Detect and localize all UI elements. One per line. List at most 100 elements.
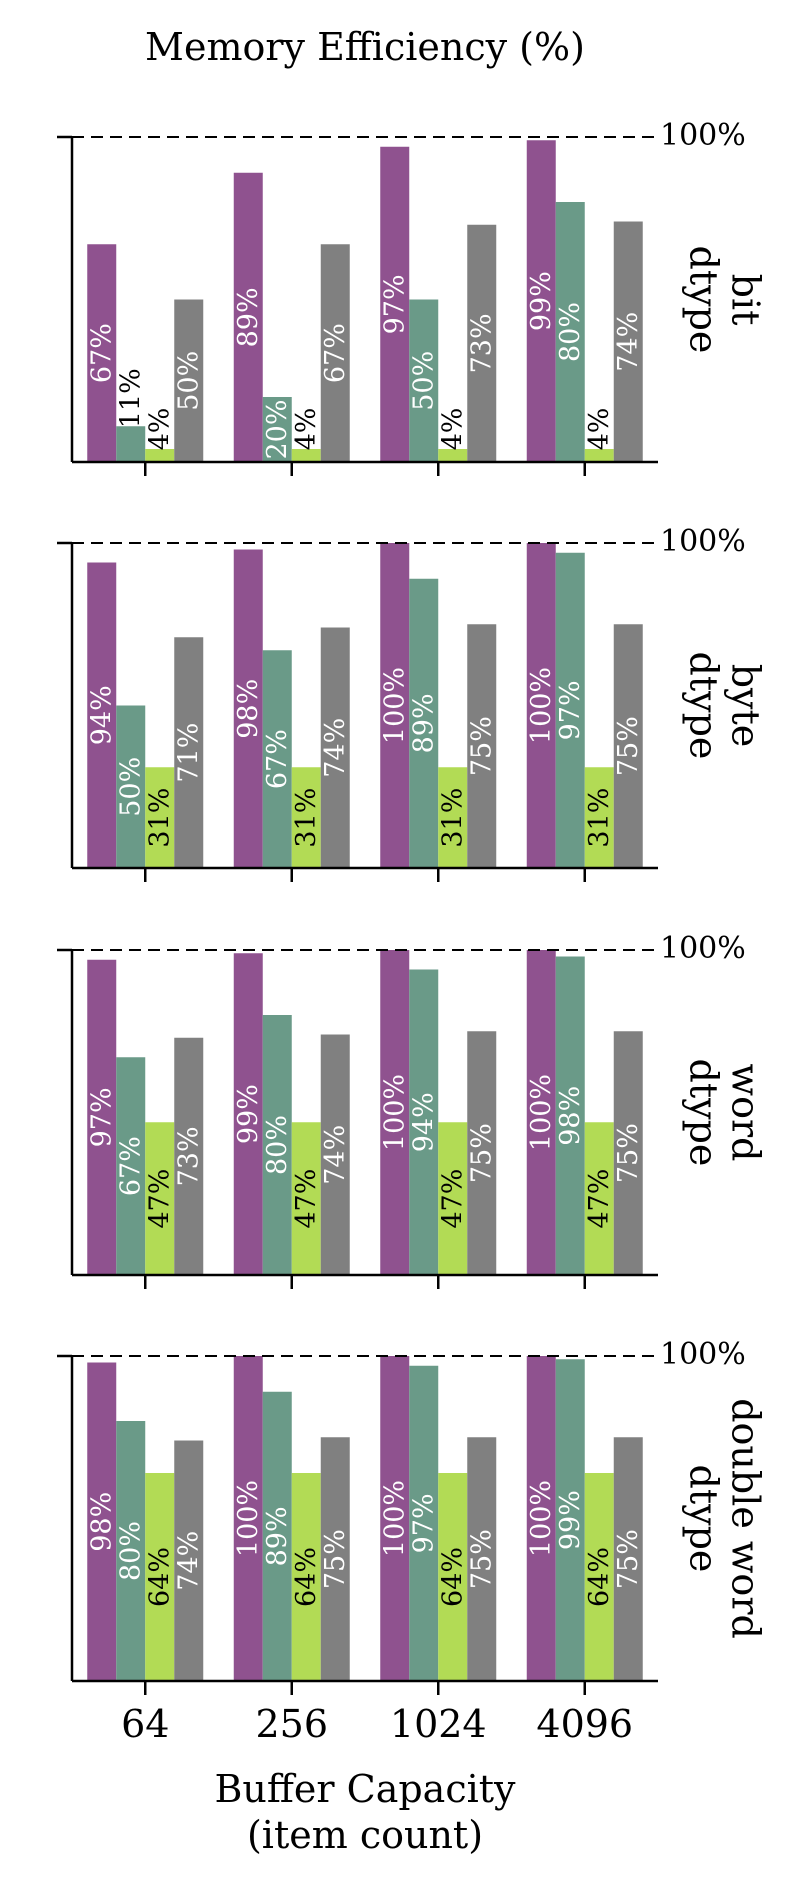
- bar-p1-s1-c0: [116, 705, 146, 868]
- bar-label-p0-s3-c0: 50%: [173, 351, 204, 411]
- bar-p2-s3-c1: [320, 1034, 350, 1275]
- reference-label-p3: 100%: [660, 1337, 746, 1372]
- reference-label-p2: 100%: [660, 931, 746, 966]
- bar-label-p2-s2-c1: 47%: [291, 1169, 322, 1229]
- bar-label-p2-s3-c2: 75%: [466, 1123, 497, 1183]
- bar-p2-s2-c3: [584, 1122, 614, 1275]
- bar-label-p1-s0-c2: 100%: [379, 667, 410, 744]
- bar-label-p0-s2-c3: 4%: [584, 408, 615, 451]
- x-tick-label-256: 256: [255, 1702, 328, 1746]
- bar-p2-s2-c2: [438, 1122, 468, 1275]
- bar-p0-s1-c1: [262, 397, 292, 462]
- bar-p2-s3-c3: [613, 1031, 643, 1275]
- bar-p1-s1-c1: [262, 650, 292, 868]
- bar-label-p1-s0-c0: 94%: [86, 685, 117, 745]
- bar-label-p3-s0-c2: 100%: [379, 1480, 410, 1557]
- bar-label-p3-s0-c0: 98%: [86, 1492, 117, 1552]
- row-label-p3-line1: dtype: [682, 1465, 726, 1573]
- chart-title: Memory Efficiency (%): [145, 25, 585, 69]
- bar-label-p2-s1-c0: 67%: [115, 1136, 146, 1196]
- bar-p3-s1-c1: [262, 1391, 292, 1681]
- row-label-p2-line0: word: [724, 1064, 768, 1162]
- x-tick-label-64: 64: [121, 1702, 169, 1746]
- bar-p3-s3-c0: [174, 1440, 204, 1681]
- bar-p3-s3-c2: [467, 1437, 497, 1681]
- bar-label-p0-s3-c1: 67%: [320, 323, 351, 383]
- bar-label-p0-s0-c3: 99%: [526, 271, 557, 331]
- x-tick-label-4096: 4096: [536, 1702, 633, 1746]
- bar-p0-s0-c2: [380, 146, 410, 462]
- bar-p1-s0-c3: [526, 543, 556, 868]
- bar-p0-s2-c2: [438, 449, 468, 462]
- bar-label-p0-s3-c2: 73%: [466, 313, 497, 373]
- bar-p0-s2-c1: [291, 449, 321, 462]
- bar-p1-s0-c0: [87, 562, 117, 868]
- bar-p0-s1-c0: [116, 426, 146, 462]
- bar-p1-s2-c0: [145, 767, 175, 868]
- bar-p3-s1-c3: [555, 1359, 585, 1681]
- bar-p0-s0-c0: [87, 244, 117, 462]
- chart-panels: 67%89% 97% 99%11%20%50%80%4% 4% 4% 4%50% 67% 73…: [57, 118, 768, 1746]
- bar-label-p2-s3-c1: 74%: [320, 1125, 351, 1185]
- bar-label-p1-s2-c0: 31%: [144, 788, 175, 848]
- bar-label-p2-s1-c3: 98%: [555, 1086, 586, 1146]
- bar-label-p3-s0-c1: 100%: [233, 1480, 264, 1557]
- bar-label-p3-s2-c1: 64%: [291, 1547, 322, 1607]
- bar-p1-s3-c2: [467, 624, 497, 868]
- bar-p3-s0-c3: [526, 1356, 556, 1681]
- bar-label-p2-s3-c0: 73%: [173, 1126, 204, 1186]
- bar-p0-s2-c0: [145, 449, 175, 462]
- bar-p2-s1-c3: [555, 956, 585, 1275]
- bar-p2-s0-c2: [380, 950, 410, 1275]
- bar-p0-s0-c1: [233, 172, 263, 462]
- bar-label-p0-s1-c1: 20%: [262, 399, 293, 459]
- bar-p0-s1-c2: [409, 299, 439, 462]
- bar-label-p3-s1-c2: 97%: [408, 1493, 439, 1553]
- bar-label-p2-s0-c1: 99%: [233, 1084, 264, 1144]
- bar-p1-s2-c1: [291, 767, 321, 868]
- bar-label-p0-s2-c1: 4%: [291, 408, 322, 451]
- bar-label-p2-s3-c3: 75%: [613, 1123, 644, 1183]
- bar-label-p0-s3-c3: 74%: [613, 312, 644, 372]
- bar-p3-s3-c3: [613, 1437, 643, 1681]
- reference-label-p1: 100%: [660, 524, 746, 559]
- bar-label-p1-s1-c0: 50%: [115, 757, 146, 817]
- bar-label-p3-s3-c2: 75%: [466, 1529, 497, 1589]
- bar-p0-s3-c2: [467, 224, 497, 462]
- bar-label-p1-s3-c3: 75%: [613, 716, 644, 776]
- panel-2: 97% 99% 100% 100%67% 80% 94% 98%47% 47% 47% 47%73…: [57, 931, 768, 1289]
- bar-p3-s0-c0: [87, 1362, 117, 1681]
- bar-p1-s0-c2: [380, 543, 410, 868]
- bar-p0-s3-c1: [320, 244, 350, 462]
- bar-label-p1-s0-c3: 100%: [526, 667, 557, 744]
- bar-label-p3-s2-c0: 64%: [144, 1547, 175, 1607]
- bar-p3-s1-c2: [409, 1365, 439, 1681]
- bar-p2-s0-c0: [87, 959, 117, 1275]
- panel-1: 94% 98% 100% 100% 50% 67% 89% 97% 31% 31% 31% 31% 71…: [57, 524, 768, 882]
- bar-label-p1-s3-c2: 75%: [466, 716, 497, 776]
- bar-p3-s2-c2: [438, 1473, 468, 1681]
- bar-p2-s3-c0: [174, 1037, 204, 1275]
- bar-label-p3-s2-c2: 64%: [437, 1547, 468, 1607]
- row-label-p1-line0: byte: [724, 664, 768, 748]
- bar-label-p0-s0-c0: 67%: [86, 323, 117, 383]
- bar-label-p0-s2-c2: 4%: [437, 408, 468, 451]
- bar-label-p3-s1-c0: 80%: [115, 1521, 146, 1581]
- bar-p2-s1-c2: [409, 969, 439, 1275]
- bar-p3-s2-c0: [145, 1473, 175, 1681]
- bar-label-p2-s2-c2: 47%: [437, 1169, 468, 1229]
- reference-label-p0: 100%: [660, 118, 746, 153]
- bar-label-p3-s2-c3: 64%: [584, 1547, 615, 1607]
- bar-p0-s3-c0: [174, 299, 204, 462]
- bar-label-p0-s0-c1: 89%: [233, 287, 264, 347]
- bar-label-p0-s1-c0: 11%: [115, 368, 146, 428]
- bar-label-p2-s0-c2: 100%: [379, 1074, 410, 1151]
- row-label-p0-line0: bit: [724, 274, 768, 326]
- row-label-p2-line1: dtype: [682, 1059, 726, 1167]
- bar-p2-s2-c0: [145, 1122, 175, 1275]
- bar-label-p1-s3-c0: 71%: [173, 723, 204, 783]
- bar-label-p0-s0-c2: 97%: [379, 274, 410, 334]
- bar-label-p1-s1-c1: 67%: [262, 729, 293, 789]
- bar-label-p1-s2-c2: 31%: [437, 788, 468, 848]
